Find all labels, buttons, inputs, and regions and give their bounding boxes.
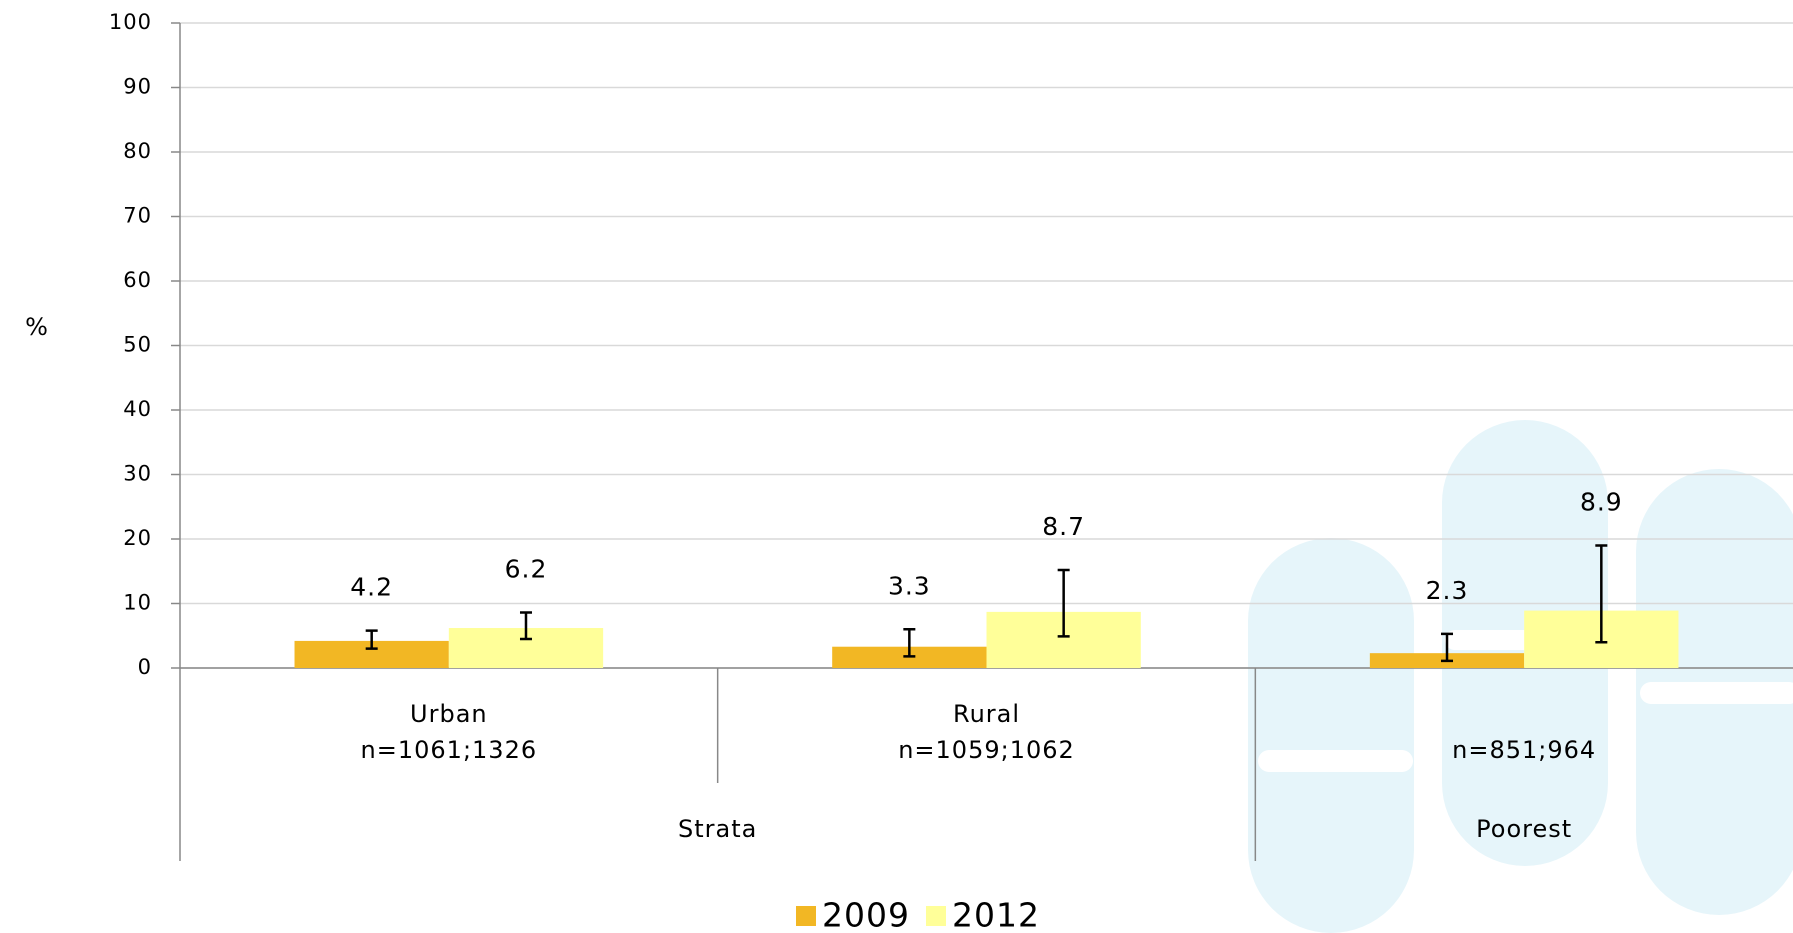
error-bar [1441,632,1454,663]
error-bar [365,629,378,650]
y-tick-label: 20 [123,526,152,550]
value-label: 8.9 [1580,487,1623,516]
y-tick-label: 60 [123,268,152,292]
y-tick-label: 80 [123,139,152,163]
x-tick-label: Rural [953,700,1020,728]
y-axis-label: % [25,313,49,341]
value-label: 3.3 [888,571,931,600]
group-label: Poorest [1476,815,1572,843]
x-tick-sublabel: n=1059;1062 [898,736,1075,764]
x-tick-sublabel: n=851;964 [1452,736,1596,764]
y-tick-label: 30 [123,462,152,486]
value-label: 2.3 [1426,576,1469,605]
value-label: 4.2 [350,573,393,602]
y-tick-label: 90 [123,75,152,99]
error-bar [1057,568,1070,638]
legend-swatch [926,906,946,926]
y-tick-label: 10 [123,591,152,615]
x-tick-sublabel: n=1061;1326 [361,736,538,764]
error-bar [519,611,532,641]
error-bar [1595,544,1608,644]
value-label: 6.2 [505,555,548,584]
background-decoration [1248,420,1793,933]
y-tick-label: 40 [123,397,152,421]
y-tick-label: 0 [138,655,152,679]
group-label: Strata [678,815,757,843]
x-tick-label: Urban [410,700,488,728]
value-label: 8.7 [1042,512,1085,541]
legend-label: 2009 [822,896,910,933]
legend-swatch [796,906,816,926]
y-tick-label: 70 [123,204,152,228]
y-tick-label: 50 [123,333,152,357]
legend-label: 2012 [952,896,1040,933]
y-tick-label: 100 [109,10,152,34]
error-bar [903,628,916,658]
